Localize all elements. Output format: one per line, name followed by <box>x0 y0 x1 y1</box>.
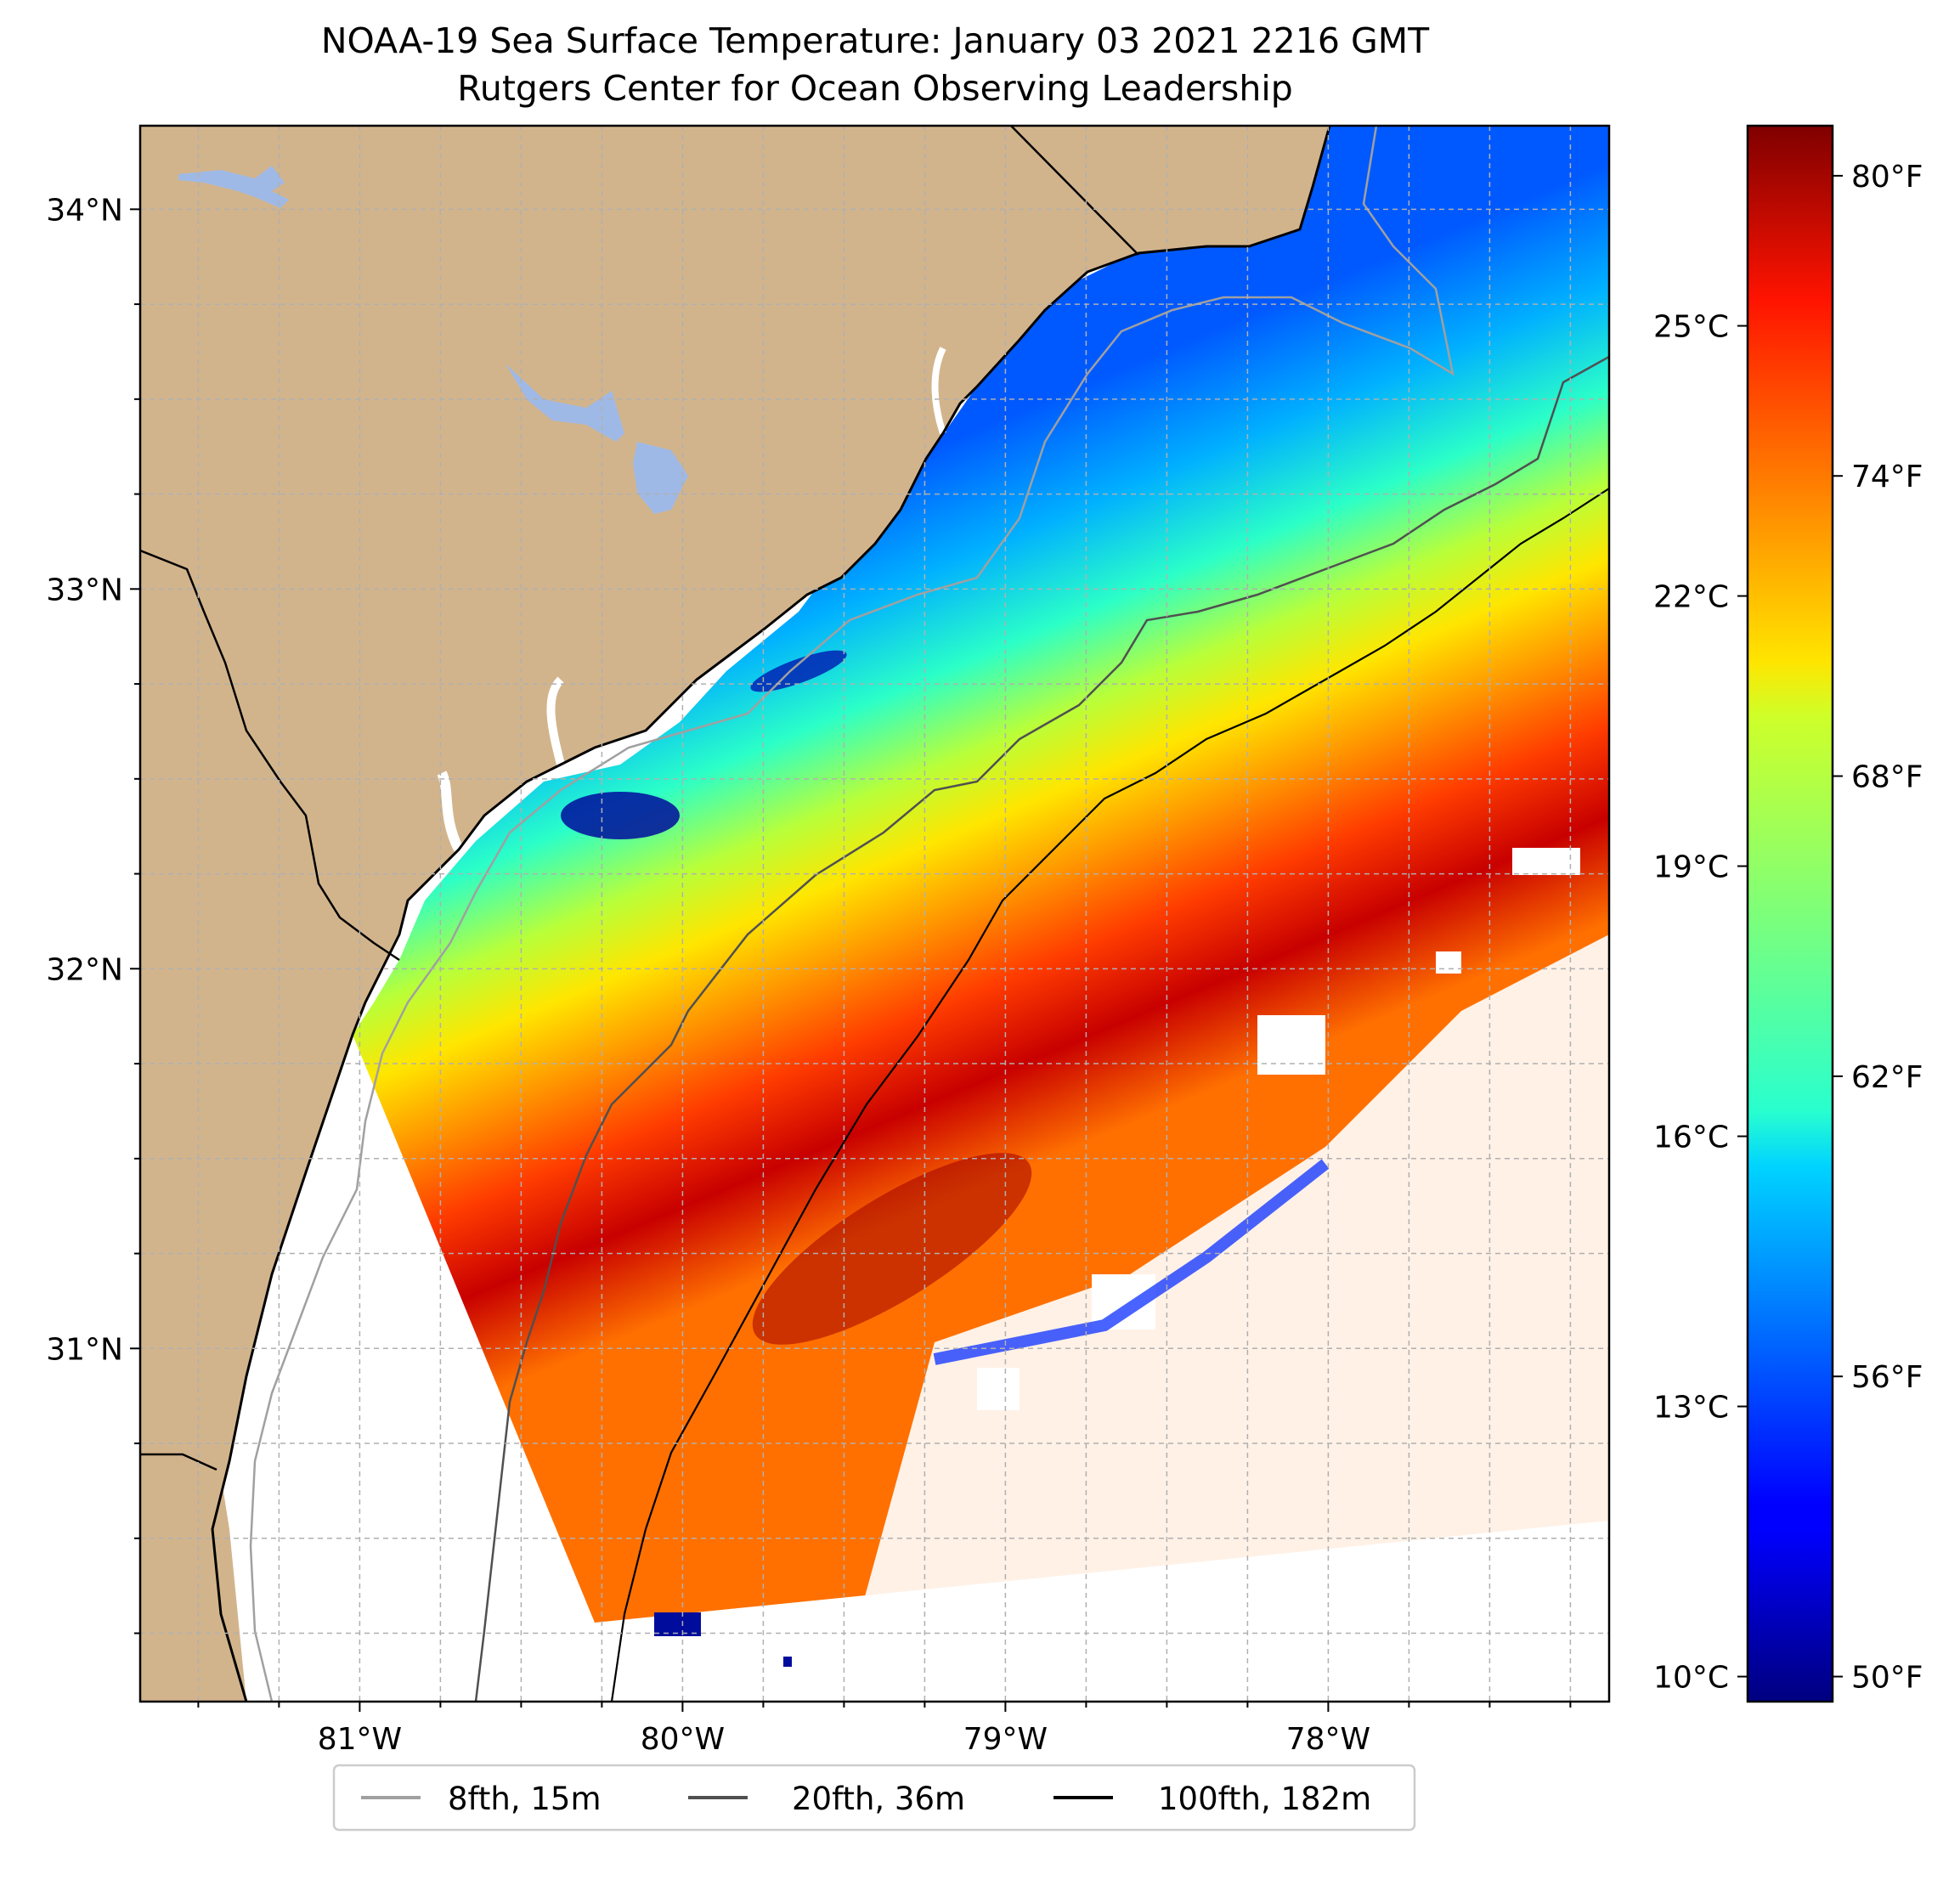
celsius-tick-label: 22°C <box>1653 580 1729 615</box>
river-inlet <box>931 347 946 435</box>
cloud-gap <box>1512 848 1580 875</box>
fahrenheit-tick-label: 80°F <box>1851 160 1923 195</box>
gridlines <box>140 126 1609 1702</box>
celsius-tick-label: 25°C <box>1653 310 1729 345</box>
map-panel <box>140 126 1609 1702</box>
lon-label: 79°W <box>963 1722 1048 1757</box>
celsius-tick-label: 10°C <box>1653 1661 1729 1696</box>
fahrenheit-tick-label: 68°F <box>1851 760 1923 795</box>
cold-speck <box>783 1657 792 1667</box>
lake-moultrie <box>633 442 688 514</box>
colorbar-fahrenheit-ticks: 80°F 74°F 68°F 62°F 56°F 50°F <box>1833 160 1923 1696</box>
fahrenheit-tick-label: 62°F <box>1851 1060 1923 1095</box>
cold-nearshore-patch <box>750 650 847 692</box>
legend-label-20fth: 20fth, 36m <box>792 1781 965 1817</box>
colorbar-celsius-ticks: 25°C 22°C 19°C 16°C 13°C 10°C <box>1653 310 1748 1696</box>
lat-label: 32°N <box>46 952 123 987</box>
legend-box <box>332 1764 1416 1832</box>
lon-label: 80°W <box>641 1722 725 1757</box>
land-mainland-tail <box>140 1444 246 1702</box>
lake <box>178 166 289 208</box>
map-title-line-1: NOAA-19 Sea Surface Temperature: January… <box>321 20 1430 61</box>
lake-marion <box>506 364 624 442</box>
colorbar-gradient <box>1746 124 1834 1703</box>
latitude-labels: 34°N 33°N 32°N 31°N <box>46 193 123 1367</box>
cloud-gap <box>977 1368 1020 1410</box>
lon-label: 81°W <box>318 1722 402 1757</box>
cloud-gap <box>1257 1015 1325 1075</box>
fahrenheit-tick-label: 50°F <box>1851 1661 1923 1696</box>
lon-label: 78°W <box>1286 1722 1370 1757</box>
bathymetry-contours <box>249 126 1609 1702</box>
colorbar: 25°C 22°C 19°C 16°C 13°C 10°C 80°F 74°F 68°F 62°… <box>1653 124 1923 1703</box>
river-inlet <box>546 676 565 766</box>
coastline <box>211 126 1331 1702</box>
celsius-tick-label: 16°C <box>1653 1121 1729 1155</box>
fahrenheit-tick-label: 74°F <box>1851 460 1923 494</box>
legend-label-8fth: 8fth, 15m <box>448 1781 602 1817</box>
state-border-nc-sc <box>1010 126 1139 256</box>
lat-label: 31°N <box>46 1332 123 1367</box>
map-frame <box>138 124 1611 1703</box>
map-axis-ticks <box>130 208 1572 1712</box>
legend: 8fth, 15m 20fth, 36m 100fth, 182m <box>332 1764 1416 1832</box>
lat-label: 33°N <box>46 573 123 607</box>
land-carolinas <box>140 126 1330 1702</box>
celsius-tick-label: 19°C <box>1653 850 1729 885</box>
celsius-tick-label: 13°C <box>1653 1391 1729 1426</box>
cloud-gap <box>850 934 1609 1702</box>
contour-100fth <box>610 488 1609 1702</box>
lat-label: 34°N <box>46 193 123 228</box>
cloud-gap <box>1436 951 1461 974</box>
fahrenheit-tick-label: 56°F <box>1851 1360 1923 1395</box>
lakes <box>178 166 688 514</box>
cold-speck <box>654 1612 701 1636</box>
cold-nearshore-patch <box>561 792 680 839</box>
map-title-line-2: Rutgers Center for Ocean Observing Leade… <box>457 68 1293 109</box>
contour-20fth <box>474 355 1609 1702</box>
contour-8fth <box>249 126 1454 1702</box>
warm-core-patch <box>752 1153 1032 1345</box>
state-border-ga-fl <box>140 1453 217 1471</box>
cold-fringe <box>933 1159 1330 1365</box>
legend-label-100fth: 100fth, 182m <box>1158 1781 1371 1817</box>
longitude-labels: 81°W 80°W 79°W 78°W <box>318 1722 1370 1757</box>
land-masses <box>140 126 1330 1702</box>
